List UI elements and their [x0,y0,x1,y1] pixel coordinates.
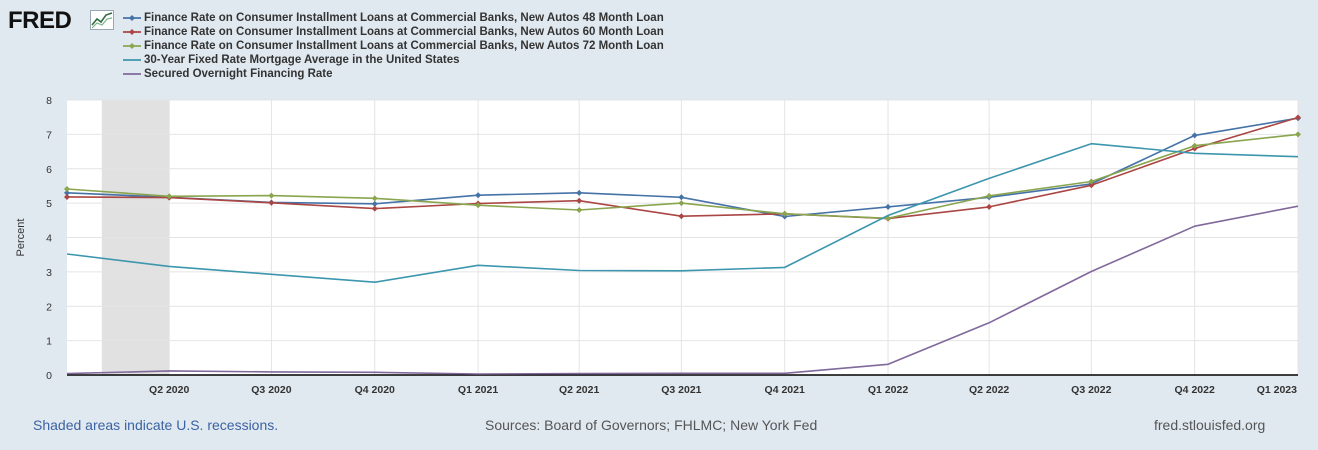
series-2-point [678,213,685,220]
y-axis-label: Percent [15,219,27,257]
series-2-point [986,203,993,210]
line-chart: 0 1 2 3 4 5 6 7 8 Q2 2020 Q3 2020 Q4 2020 Q1 2021 Q2 … [15,95,1301,396]
series-1-point [885,203,892,210]
x-tick-label: Q3 2022 [1071,384,1111,396]
sources-text: Sources: Board of Governors; FHLMC; New … [485,417,818,433]
series-4-line [66,142,1299,284]
x-tick-label: Q1 2023 [1257,384,1297,396]
series-1-point [576,189,583,196]
series-3-point [1295,131,1301,138]
y-tick-label: 3 [46,267,52,279]
plot-area: 0 1 2 3 4 5 6 7 8 Q2 2020 Q3 2020 Q4 2020 Q1 2021 Q2 … [15,95,1301,396]
series-3-point [781,210,788,217]
series-2-point [576,197,583,204]
series-1-point [1191,132,1198,139]
x-tick-label: Q4 2022 [1175,384,1215,396]
legend: Finance Rate on Consumer Installment Loa… [122,11,664,81]
fred-logo[interactable]: FRED [8,7,72,34]
series-1-point [64,189,70,196]
y-tick-label: 1 [46,336,52,348]
y-tick-label: 8 [46,95,52,107]
series-2-point [371,205,378,212]
x-tick-label: Q4 2020 [355,384,395,396]
x-tick-label: Q3 2020 [251,384,291,396]
series-1-point [678,194,685,201]
legend-swatch-icon [123,59,141,61]
series-2-point [64,193,70,200]
series-3-point [576,207,583,213]
x-tick-label: Q3 2021 [661,384,701,396]
series-3-point [268,192,275,199]
fred-logo-text: FRED [8,7,72,34]
series-3-point [678,200,685,207]
series-1-point [371,200,378,207]
series-3-point [986,192,993,199]
legend-item[interactable]: Finance Rate on Consumer Installment Loa… [122,25,664,39]
x-tick-label: Q4 2021 [765,384,805,396]
legend-label: Finance Rate on Consumer Installment Loa… [144,40,664,52]
legend-label: Finance Rate on Consumer Installment Loa… [144,12,664,24]
legend-swatch-icon [123,73,141,75]
series-3-point [371,195,378,202]
series-3-point [475,202,482,209]
x-tick-label: Q1 2022 [868,384,908,396]
legend-item[interactable]: Secured Overnight Financing Rate [122,67,664,81]
x-tick-label: Q2 2020 [149,384,189,396]
recession-note: Shaded areas indicate U.S. recessions. [33,417,279,433]
legend-label: Secured Overnight Financing Rate [144,68,333,80]
series-2-point [268,199,275,206]
y-tick-label: 5 [46,198,52,210]
x-tick-label: Q2 2022 [969,384,1009,396]
fred-chart-logo-icon [90,10,114,30]
legend-label: Finance Rate on Consumer Installment Loa… [144,26,664,38]
series-3-point [64,186,70,193]
y-tick-label: 7 [46,129,52,141]
series-2-point [1088,182,1095,189]
series-3-point [1088,178,1095,185]
legend-swatch-icon [123,15,141,21]
y-tick-label: 6 [46,164,52,176]
y-tick-label: 0 [46,370,52,382]
legend-item[interactable]: 30-Year Fixed Rate Mortgage Average in t… [122,53,664,67]
series-2-point [1295,114,1301,121]
site-url-link[interactable]: fred.stlouisfed.org [1154,417,1266,433]
series-5-line [66,205,1299,375]
x-tick-label: Q1 2021 [458,384,498,396]
y-tick-label: 4 [46,233,52,245]
legend-item[interactable]: Finance Rate on Consumer Installment Loa… [122,11,664,25]
legend-swatch-icon [123,29,141,35]
legend-swatch-icon [123,43,141,49]
legend-label: 30-Year Fixed Rate Mortgage Average in t… [144,54,460,66]
legend-item[interactable]: Finance Rate on Consumer Installment Loa… [122,39,664,53]
x-tick-label: Q2 2021 [559,384,599,396]
series-3-point [1191,142,1198,149]
y-tick-label: 2 [46,301,52,313]
series-1-point [475,192,482,199]
series-3-point [166,193,173,200]
